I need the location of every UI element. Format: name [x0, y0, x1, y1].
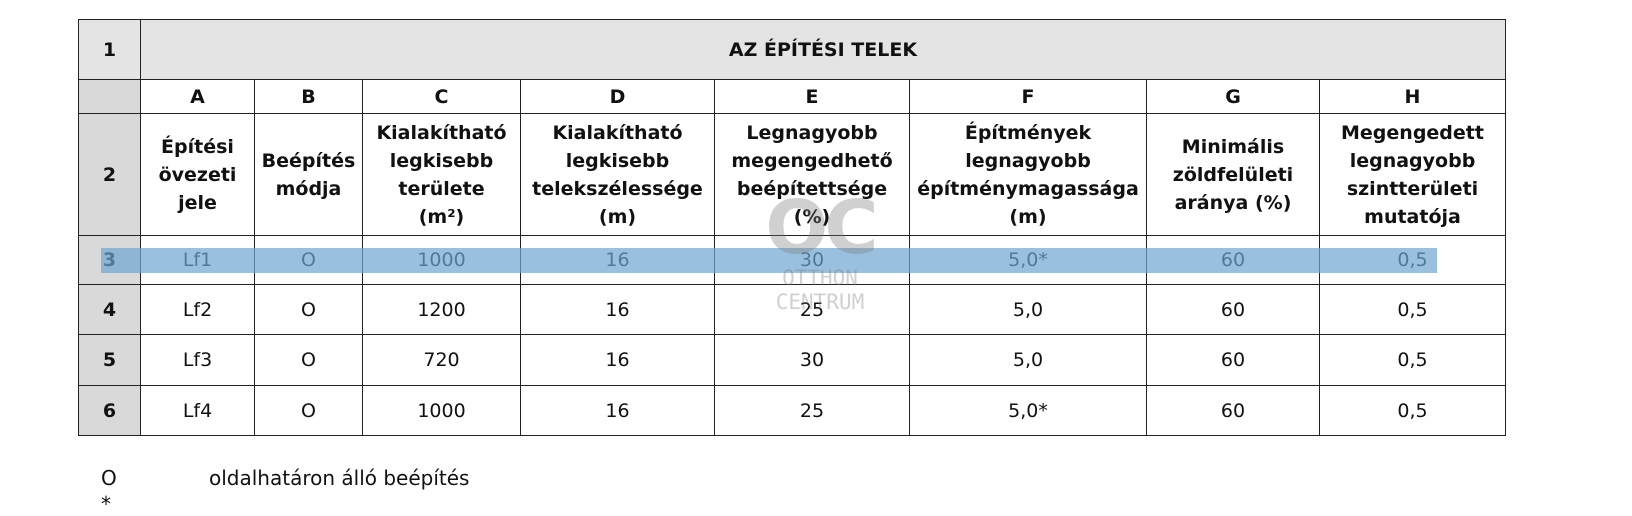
- row-number: [78, 79, 141, 114]
- header-line: módja: [275, 177, 342, 200]
- row-number: 1: [78, 19, 141, 80]
- data-row: 3 Lf1 O 1000 16 30 5,0* 60 0,5: [78, 235, 1506, 285]
- legend-symbol: O: [101, 466, 117, 490]
- legend-text: oldalhatáron álló beépítés: [209, 466, 470, 490]
- row-number: 3: [78, 235, 141, 285]
- header-line: legnagyobb: [1349, 149, 1476, 172]
- column-header: Építmények legnagyobb építménymagassága (m): [909, 113, 1147, 236]
- header-line: Megengedett: [1341, 121, 1484, 144]
- table-cell: 60: [1146, 235, 1320, 285]
- column-letter: D: [520, 79, 715, 114]
- table-cell: 16: [520, 284, 715, 335]
- table-cell: 5,0: [909, 284, 1147, 335]
- table-cell: 1000: [362, 385, 521, 436]
- column-letter: B: [254, 79, 363, 114]
- title-row: 1 AZ ÉPÍTÉSI TELEK: [78, 19, 1506, 80]
- header-line: legnagyobb: [965, 149, 1091, 172]
- data-row: 5 Lf3 O 720 16 30 5,0 60 0,5: [78, 334, 1506, 386]
- header-line: (m): [1009, 205, 1047, 228]
- header-line: építménymagassága: [917, 177, 1139, 200]
- header-line: övezeti: [158, 163, 237, 186]
- table-cell: Lf4: [140, 385, 255, 436]
- header-line: szintterületi: [1346, 177, 1479, 200]
- table-cell: 0,5: [1319, 235, 1506, 285]
- table-cell: 5,0*: [909, 235, 1147, 285]
- table-cell: 30: [714, 235, 910, 285]
- table-cell: 0,5: [1319, 334, 1506, 386]
- header-line: Minimális: [1181, 135, 1285, 158]
- table-cell: 60: [1146, 334, 1320, 386]
- header-line: Építési: [161, 135, 234, 158]
- page: 1 AZ ÉPÍTÉSI TELEK A B C D E F G H 2 Építési övezeti…: [78, 19, 1506, 516]
- header-line: (m²): [418, 205, 465, 228]
- table-cell: Lf1: [140, 235, 255, 285]
- legend-item: *: [101, 492, 111, 516]
- table-title: AZ ÉPÍTÉSI TELEK: [140, 19, 1506, 80]
- table-cell: 1200: [362, 284, 521, 335]
- table-cell: 16: [520, 334, 715, 386]
- legend-symbol: *: [101, 492, 111, 516]
- table-cell: O: [254, 235, 363, 285]
- table-cell: 25: [714, 385, 910, 436]
- header-line: területe: [398, 177, 485, 200]
- legend-item: O oldalhatáron álló beépítés: [101, 466, 469, 490]
- table-cell: 16: [520, 235, 715, 285]
- column-letter: H: [1319, 79, 1506, 114]
- column-letter: E: [714, 79, 910, 114]
- header-line: zöldfelületi: [1172, 163, 1294, 186]
- header-row: 2 Építési övezeti jele Beépítés módja Kialakít…: [78, 113, 1506, 236]
- row-number: 5: [78, 334, 141, 386]
- table-cell: O: [254, 334, 363, 386]
- table-cell: 720: [362, 334, 521, 386]
- table-cell: 30: [714, 334, 910, 386]
- header-line: Kialakítható: [376, 121, 507, 144]
- table-cell: O: [254, 284, 363, 335]
- table-cell: 60: [1146, 284, 1320, 335]
- table-cell: 0,5: [1319, 385, 1506, 436]
- table-cell: 1000: [362, 235, 521, 285]
- table-cell: O: [254, 385, 363, 436]
- column-header: Kialakítható legkisebb területe (m²): [362, 113, 521, 236]
- table-cell: Lf2: [140, 284, 255, 335]
- row-number: 2: [78, 113, 141, 236]
- column-header: Beépítés módja: [254, 113, 363, 236]
- column-letter: A: [140, 79, 255, 114]
- column-header: Kialakítható legkisebb telekszélessége (m): [520, 113, 715, 236]
- header-line: jele: [178, 191, 217, 214]
- column-letter: C: [362, 79, 521, 114]
- header-line: legkisebb: [565, 149, 670, 172]
- header-line: telekszélessége: [532, 177, 703, 200]
- header-line: Építmények: [964, 121, 1092, 144]
- header-line: mutatója: [1364, 205, 1461, 228]
- header-line: beépítettsége: [736, 177, 888, 200]
- header-line: (m): [598, 205, 637, 228]
- data-row: 6 Lf4 O 1000 16 25 5,0* 60 0,5: [78, 385, 1506, 436]
- header-line: Legnagyobb: [746, 121, 878, 144]
- header-line: legkisebb: [389, 149, 494, 172]
- header-line: (%): [793, 205, 831, 228]
- column-letter: F: [909, 79, 1147, 114]
- table-cell: 16: [520, 385, 715, 436]
- table-cell: 5,0: [909, 334, 1147, 386]
- row-number: 6: [78, 385, 141, 436]
- column-header: Megengedett legnagyobb szintterületi mutató…: [1319, 113, 1506, 236]
- header-line: megengedhető: [731, 149, 893, 172]
- table-cell: 5,0*: [909, 385, 1147, 436]
- column-header: Építési övezeti jele: [140, 113, 255, 236]
- table-cell: 60: [1146, 385, 1320, 436]
- building-plot-table: 1 AZ ÉPÍTÉSI TELEK A B C D E F G H 2 Építési övezeti…: [78, 19, 1506, 436]
- header-line: Beépítés: [261, 149, 356, 172]
- data-row: 4 Lf2 O 1200 16 25 5,0 60 0,5: [78, 284, 1506, 335]
- table-cell: Lf3: [140, 334, 255, 386]
- column-letter: G: [1146, 79, 1320, 114]
- table-cell: 0,5: [1319, 284, 1506, 335]
- column-header: Minimális zöldfelületi aránya (%): [1146, 113, 1320, 236]
- header-line: aránya (%): [1174, 191, 1292, 214]
- header-line: Kialakítható: [552, 121, 683, 144]
- table-cell: 25: [714, 284, 910, 335]
- column-header: Legnagyobb megengedhető beépítettsége (%): [714, 113, 910, 236]
- row-number: 4: [78, 284, 141, 335]
